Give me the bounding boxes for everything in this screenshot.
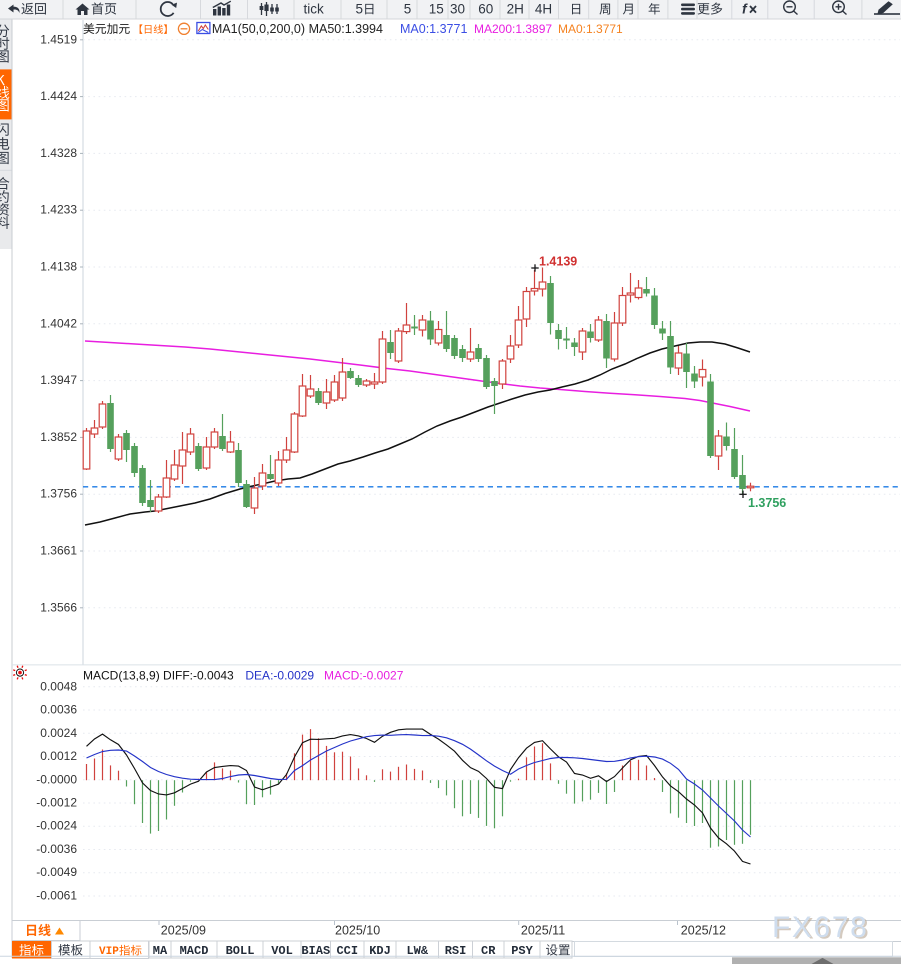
svg-text:1.4138: 1.4138 [40, 260, 77, 274]
svg-text:1.4042: 1.4042 [40, 316, 77, 330]
svg-text:2025/11: 2025/11 [521, 924, 565, 938]
svg-text:PSY: PSY [511, 944, 533, 958]
svg-text:2025/12: 2025/12 [681, 924, 726, 938]
svg-text:MACD:-0.0027: MACD:-0.0027 [324, 669, 404, 683]
svg-text:MA0:1.3771: MA0:1.3771 [558, 22, 623, 36]
svg-text:DEA:-0.0029: DEA:-0.0029 [245, 669, 314, 683]
svg-text:BIAS: BIAS [301, 944, 330, 958]
svg-text:-0.0024: -0.0024 [36, 819, 77, 833]
svg-text:5: 5 [356, 2, 364, 17]
svg-text:FX678: FX678 [774, 913, 870, 946]
svg-text:-0.0012: -0.0012 [36, 796, 77, 810]
svg-text:1.4519: 1.4519 [40, 32, 77, 46]
svg-text:-0.0061: -0.0061 [36, 889, 77, 903]
svg-text:1.3661: 1.3661 [40, 544, 77, 558]
svg-text:MA: MA [153, 944, 168, 958]
svg-text:tick: tick [304, 2, 325, 17]
svg-text:4H: 4H [535, 2, 552, 17]
svg-text:2025/10: 2025/10 [335, 924, 380, 938]
svg-text:MACD: MACD [180, 944, 209, 958]
svg-text:1.3756: 1.3756 [748, 496, 786, 510]
svg-text:60: 60 [478, 2, 493, 17]
svg-text:KDJ: KDJ [369, 944, 391, 958]
svg-text:1.4328: 1.4328 [40, 146, 77, 160]
svg-text:30: 30 [450, 2, 465, 17]
svg-text:LW&: LW& [406, 944, 428, 958]
svg-text:0.0024: 0.0024 [40, 726, 77, 740]
svg-text:-0.0049: -0.0049 [36, 865, 77, 879]
svg-text:VOL: VOL [271, 944, 293, 958]
svg-text:2H: 2H [507, 2, 524, 17]
svg-text:1.3566: 1.3566 [40, 600, 77, 614]
svg-text:CR: CR [481, 944, 496, 958]
svg-text:1.4233: 1.4233 [40, 203, 77, 217]
svg-text:BOLL: BOLL [226, 944, 255, 958]
svg-text:-0.0036: -0.0036 [36, 842, 77, 856]
svg-text:MA0:1.3771: MA0:1.3771 [400, 22, 467, 36]
svg-text:15: 15 [429, 2, 444, 17]
svg-text:CCI: CCI [336, 944, 358, 958]
svg-text:MACD(13,8,9) DIFF:-0.0043: MACD(13,8,9) DIFF:-0.0043 [83, 669, 234, 683]
svg-text:0.0036: 0.0036 [40, 703, 77, 717]
svg-text:1.3852: 1.3852 [40, 430, 77, 444]
svg-text:-0.0000: -0.0000 [36, 772, 77, 786]
svg-text:1.4424: 1.4424 [40, 89, 77, 103]
svg-text:1.4139: 1.4139 [539, 255, 577, 269]
svg-text:FX678: FX678 [772, 911, 868, 944]
svg-text:0.0048: 0.0048 [40, 679, 77, 693]
svg-text:5: 5 [404, 2, 412, 17]
svg-text:2025/09: 2025/09 [161, 924, 206, 938]
svg-text:0.0012: 0.0012 [40, 749, 77, 763]
svg-text:VIP: VIP [99, 946, 119, 958]
svg-text:MA50:1.3994: MA50:1.3994 [309, 22, 383, 36]
svg-text:1.3756: 1.3756 [40, 487, 77, 501]
svg-text:f: f [742, 1, 748, 17]
svg-text:MA200:1.3897: MA200:1.3897 [474, 22, 552, 36]
svg-text:1.3947: 1.3947 [40, 373, 77, 387]
svg-text:MA1(50,0,200,0): MA1(50,0,200,0) [212, 22, 305, 36]
svg-text:RSI: RSI [445, 944, 467, 958]
